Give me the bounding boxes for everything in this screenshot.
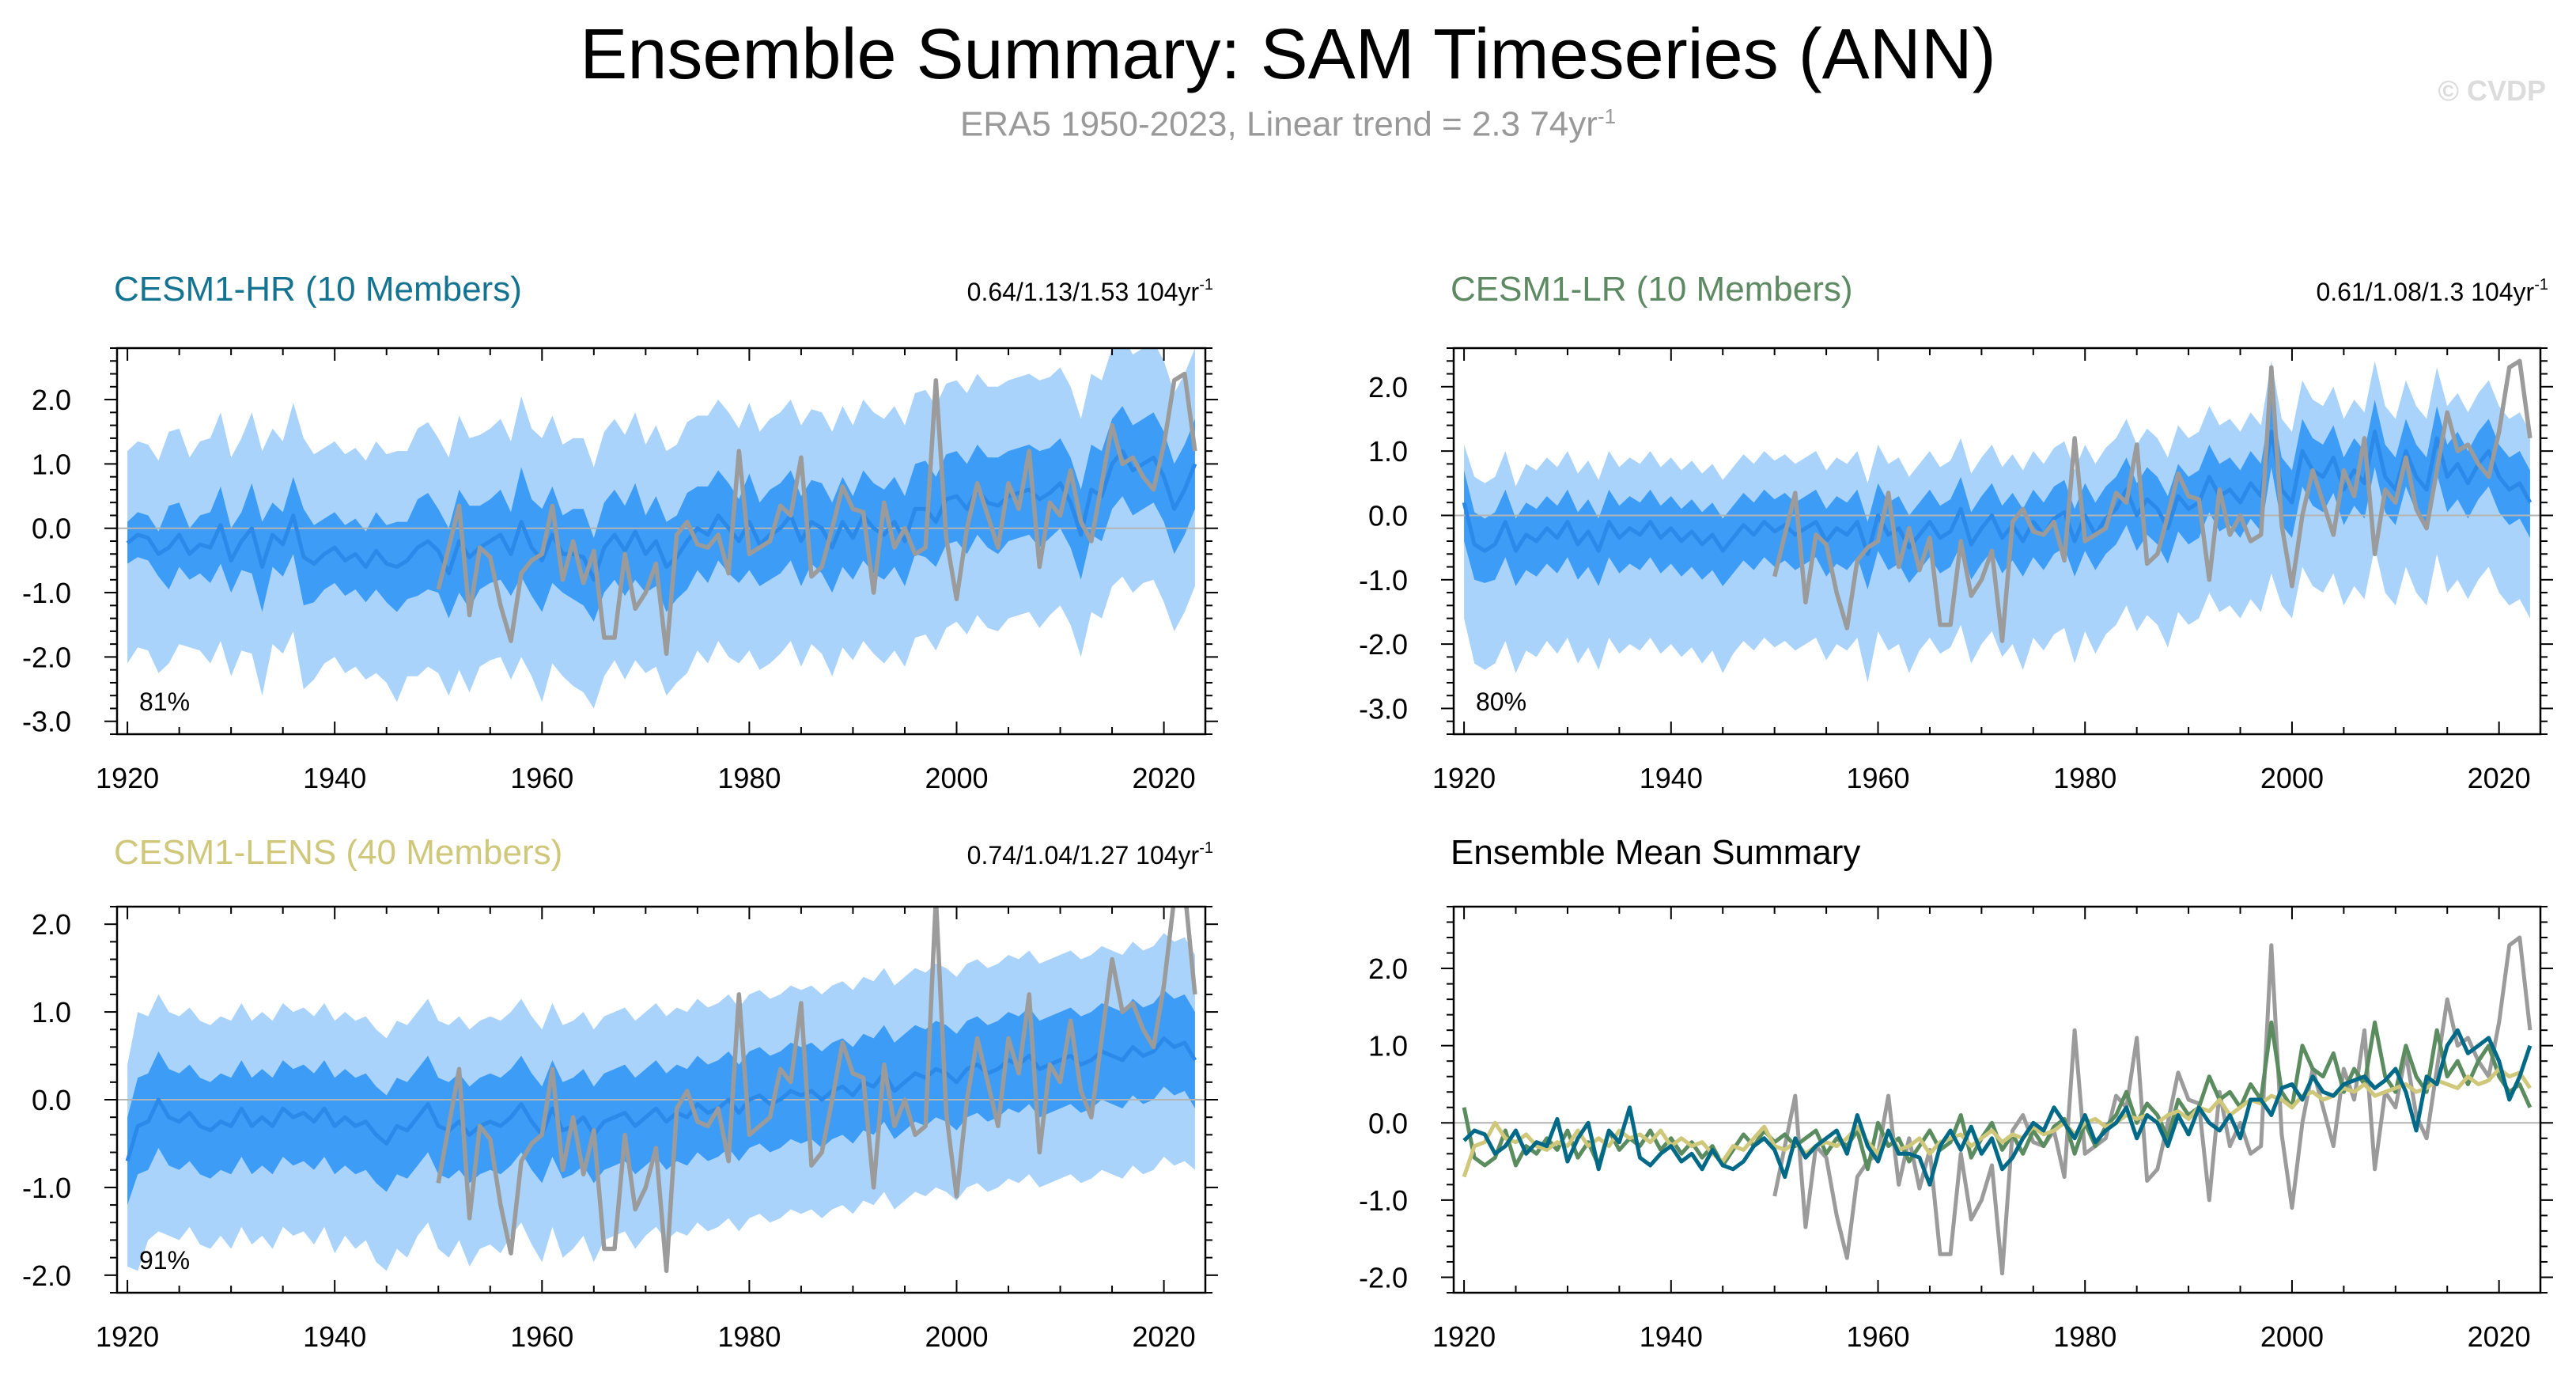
trend-superscript: -1 bbox=[1199, 839, 1213, 857]
trend-value: 0.74/1.04/1.27 104yr bbox=[967, 841, 1200, 869]
percent-label: 81% bbox=[139, 688, 190, 716]
y-tick-label: 2.0 bbox=[1368, 953, 1408, 985]
x-tick-label: 2020 bbox=[2468, 762, 2531, 794]
y-tick-label: 1.0 bbox=[1368, 435, 1408, 468]
cvdp-credit: © CVDP bbox=[2438, 74, 2546, 107]
percent-label: 80% bbox=[1476, 688, 1526, 716]
y-tick-label: 1.0 bbox=[1368, 1030, 1408, 1063]
y-tick-label: 0.0 bbox=[32, 1084, 71, 1116]
percent-label: 91% bbox=[139, 1246, 190, 1275]
x-tick-label: 2000 bbox=[925, 1320, 988, 1353]
y-tick-label: -2.0 bbox=[1359, 628, 1408, 661]
figure-subtitle: ERA5 1950-2023, Linear trend = 2.3 74yr-… bbox=[0, 104, 2576, 145]
trend-text: 0.74/1.04/1.27 104yr-1 bbox=[967, 839, 1213, 869]
x-tick-label: 2000 bbox=[925, 762, 988, 794]
trend-text: 0.64/1.13/1.53 104yr-1 bbox=[967, 276, 1213, 306]
y-tick-label: 2.0 bbox=[32, 384, 71, 416]
y-tick-label: -1.0 bbox=[22, 577, 71, 609]
panel-data-group bbox=[1454, 358, 2540, 683]
panel-title: CESM1-HR (10 Members) bbox=[114, 270, 522, 309]
panel-summary: 1920 1940 1960 1980 2000 2020 2.0 1.0 0.0 -1.0 -2.… bbox=[1359, 833, 2553, 1353]
x-tick-label: 2000 bbox=[2260, 1320, 2324, 1353]
panel-data-group bbox=[117, 348, 1205, 709]
y-tick-label: -3.0 bbox=[22, 706, 71, 738]
panel-title: Ensemble Mean Summary bbox=[1451, 833, 1860, 872]
x-tick-label: 1920 bbox=[96, 1320, 159, 1353]
x-tick-label: 1940 bbox=[303, 762, 366, 794]
x-tick-label: 1940 bbox=[1640, 1320, 1703, 1353]
y-tick-label: 1.0 bbox=[32, 448, 71, 480]
series-line-cesm1-lens bbox=[1462, 1066, 2532, 1178]
x-tick-label: 1920 bbox=[96, 762, 159, 794]
subtitle-superscript: -1 bbox=[1597, 104, 1617, 128]
series-line-cesm1-hr bbox=[1462, 1028, 2532, 1187]
x-tick-label: 2020 bbox=[1133, 762, 1196, 794]
x-tick-label: 1960 bbox=[1846, 1320, 1909, 1353]
panel-lens: 1920 1940 1960 1980 2000 2020 2.0 1.0 0.0 -1.0 -2.… bbox=[22, 833, 1218, 1353]
x-tick-label: 1940 bbox=[1640, 762, 1703, 794]
y-tick-label: -2.0 bbox=[22, 1260, 71, 1292]
trend-value: 0.61/1.08/1.3 104yr bbox=[2316, 278, 2534, 306]
x-tick-label: 2000 bbox=[2260, 762, 2324, 794]
y-tick-label: 0.0 bbox=[1368, 499, 1408, 532]
x-tick-label: 1980 bbox=[2053, 762, 2116, 794]
x-tick-label: 1920 bbox=[1432, 762, 1496, 794]
ensemble-mean-line bbox=[126, 449, 1197, 582]
x-tick-label: 1920 bbox=[1432, 1320, 1496, 1353]
observed-era5-line bbox=[1772, 358, 2532, 643]
x-tick-label: 2020 bbox=[2468, 1320, 2531, 1353]
y-tick-label: 0.0 bbox=[32, 513, 71, 545]
trend-superscript: -1 bbox=[1199, 276, 1213, 294]
x-tick-label: 1980 bbox=[2053, 1320, 2116, 1353]
y-tick-label: -1.0 bbox=[1359, 1184, 1408, 1217]
panel-lr: 1920 1940 1960 1980 2000 2020 2.0 1.0 0.0 -1.0 -2.… bbox=[1359, 270, 2553, 794]
observed-era5-line bbox=[436, 371, 1197, 657]
x-tick-label: 1980 bbox=[717, 762, 781, 794]
panel-hr: 1920 1940 1960 1980 2000 2020 2.0 1.0 0.0 -1.0 -2.… bbox=[22, 270, 1218, 794]
x-tick-label: 1960 bbox=[510, 1320, 573, 1353]
x-tick-label: 1980 bbox=[717, 1320, 781, 1353]
x-tick-label: 2020 bbox=[1133, 1320, 1196, 1353]
observed-era5-line bbox=[436, 907, 1197, 1274]
y-tick-label: 2.0 bbox=[32, 908, 71, 941]
ensemble-mean-line bbox=[1462, 430, 2532, 556]
subtitle-text: ERA5 1950-2023, Linear trend = 2.3 74yr bbox=[959, 104, 1598, 144]
y-tick-label: -2.0 bbox=[1359, 1261, 1408, 1294]
y-tick-label: 2.0 bbox=[1368, 371, 1408, 403]
figure-title: Ensemble Summary: SAM Timeseries (ANN) bbox=[580, 15, 1996, 94]
y-tick-label: -1.0 bbox=[1359, 564, 1408, 597]
panel-data-group bbox=[1454, 935, 2540, 1276]
x-tick-label: 1960 bbox=[510, 762, 573, 794]
x-tick-label: 1960 bbox=[1846, 762, 1909, 794]
y-tick-label: -2.0 bbox=[22, 641, 71, 673]
y-tick-label: 1.0 bbox=[32, 996, 71, 1028]
trend-superscript: -1 bbox=[2534, 276, 2548, 294]
x-tick-label: 1940 bbox=[303, 1320, 366, 1353]
trend-value: 0.64/1.13/1.53 104yr bbox=[967, 278, 1200, 306]
panel-data-group bbox=[117, 907, 1205, 1274]
plot-frame bbox=[1452, 905, 2542, 1294]
panel-title: CESM1-LR (10 Members) bbox=[1451, 270, 1853, 309]
series-line-era5 bbox=[1772, 935, 2532, 1276]
panel-title: CESM1-LENS (40 Members) bbox=[114, 833, 562, 872]
y-tick-label: -3.0 bbox=[1359, 692, 1408, 725]
y-tick-label: 0.0 bbox=[1368, 1107, 1408, 1139]
trend-text: 0.61/1.08/1.3 104yr-1 bbox=[2316, 276, 2548, 306]
y-tick-label: -1.0 bbox=[22, 1172, 71, 1204]
